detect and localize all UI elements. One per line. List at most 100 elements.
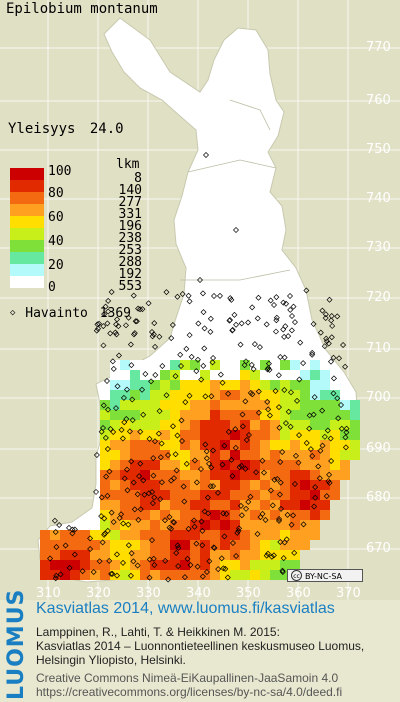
atlas-link[interactable]: Kasviatlas 2014, www.luomus.fi/kasviatla…: [36, 600, 335, 617]
observation-marker: [334, 313, 341, 320]
observation-marker: [281, 387, 288, 394]
observation-marker: [121, 475, 128, 482]
abundance-cell: [260, 530, 270, 540]
abundance-cell: [250, 560, 260, 570]
observation-marker: [249, 304, 256, 311]
observation-marker: [242, 398, 249, 405]
observation-marker: [53, 572, 60, 579]
abundance-cell: [320, 500, 330, 510]
observation-marker: [197, 466, 204, 473]
abundance-cell: [140, 390, 150, 400]
abundance-cell: [150, 440, 160, 450]
observation-marker: [66, 564, 73, 571]
abundance-cell: [320, 450, 330, 460]
abundance-cell: [280, 550, 290, 560]
abundance-cell: [240, 540, 250, 550]
abundance-cell: [230, 480, 240, 490]
observation-marker: [136, 473, 143, 480]
observation-marker: [317, 329, 324, 336]
abundance-cell: [120, 560, 130, 570]
observation-marker: [342, 434, 349, 441]
abundance-cell: [280, 480, 290, 490]
observation-marker: [79, 568, 86, 575]
observation-marker: [201, 508, 208, 515]
abundance-cell: [270, 530, 280, 540]
observation-marker: [291, 319, 298, 326]
observation-marker: [328, 457, 335, 464]
abundance-cell: [180, 450, 190, 460]
observation-marker: [104, 527, 111, 534]
abundance-cell: [340, 440, 350, 450]
observation-marker: [191, 523, 198, 530]
observation-marker: [101, 311, 108, 318]
observation-marker: [139, 386, 146, 393]
abundance-cell: [220, 530, 230, 540]
abundance-cell: [260, 510, 270, 520]
observation-marker: [311, 503, 318, 510]
observation-marker: [113, 331, 120, 338]
abundance-cell: [150, 540, 160, 550]
abundance-cell: [210, 360, 220, 370]
observation-marker: [52, 575, 59, 582]
abundance-cell: [250, 510, 260, 520]
abundance-cell: [210, 550, 220, 560]
observation-marker: [186, 392, 193, 399]
license-badge[interactable]: cc BY-NC-SA: [287, 569, 363, 582]
observation-marker: [225, 428, 232, 435]
observation-marker: [150, 331, 157, 338]
observation-marker: [150, 455, 157, 462]
abundance-cell: [120, 490, 130, 500]
abundance-cell: [200, 400, 210, 410]
observation-marker: [222, 565, 229, 572]
abundance-cell: [260, 500, 270, 510]
abundance-cell: [210, 560, 220, 570]
abundance-cell: [120, 390, 130, 400]
legend-count: 331: [118, 207, 142, 222]
observation-marker: [114, 316, 121, 323]
observation-marker: [56, 522, 63, 529]
abundance-cell: [180, 490, 190, 500]
observation-marker: [131, 330, 138, 337]
abundance-cell: [200, 500, 210, 510]
observation-marker: [202, 441, 209, 448]
abundance-cell: [160, 470, 170, 480]
abundance-cell: [150, 560, 160, 570]
observation-marker: [104, 320, 111, 327]
abundance-cell: [180, 520, 190, 530]
observation-marker: [114, 383, 121, 390]
observation-marker: [203, 152, 209, 158]
abundance-cell: [260, 380, 270, 390]
observation-marker: [203, 455, 210, 462]
abundance-cell: [210, 430, 220, 440]
license-url[interactable]: https://creativecommons.org/licenses/by-…: [36, 685, 343, 699]
abundance-cell: [240, 520, 250, 530]
abundance-cell: [250, 400, 260, 410]
observation-marker: [94, 321, 101, 328]
observation-marker: [285, 408, 292, 415]
abundance-cell: [140, 490, 150, 500]
abundance-cell: [140, 480, 150, 490]
abundance-cell: [50, 540, 60, 550]
observation-marker: [122, 322, 129, 329]
abundance-cell: [220, 560, 230, 570]
observation-marker: [129, 396, 136, 403]
abundance-cell: [240, 570, 250, 580]
observation-marker: [282, 323, 289, 330]
abundance-cell: [100, 570, 110, 580]
observation-marker: [208, 393, 215, 400]
abundance-cell: [220, 520, 230, 530]
citation-line: Kasviatlas 2014 – Luonnontieteellinen ke…: [36, 639, 365, 653]
abundance-cell: [270, 550, 280, 560]
observation-marker: [148, 378, 155, 385]
observation-marker: [279, 567, 286, 574]
observation-marker: [103, 473, 110, 480]
observation-marker: [156, 408, 163, 415]
observation-marker: [242, 358, 249, 365]
abundance-cell: [300, 360, 310, 370]
legend-count: 192: [118, 267, 142, 282]
abundance-cell: [170, 460, 180, 470]
abundance-cell: [320, 510, 330, 520]
x-tick-label: 350: [236, 586, 261, 601]
abundance-cell: [260, 440, 270, 450]
abundance-cell: [150, 570, 160, 580]
